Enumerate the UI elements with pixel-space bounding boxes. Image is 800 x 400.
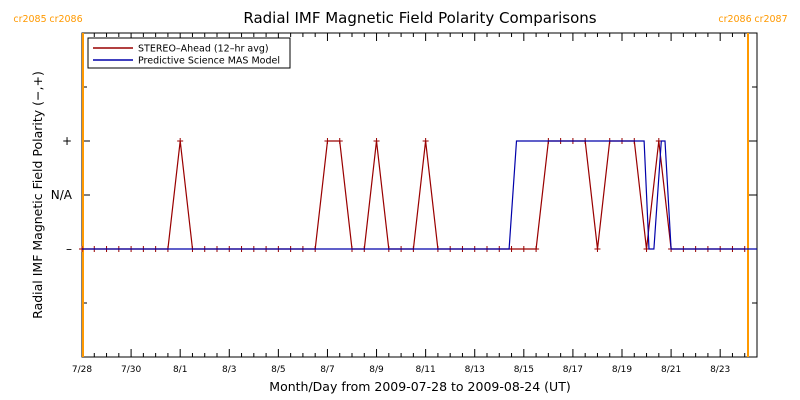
- rotation-label-right: cr2086: [49, 14, 82, 25]
- legend-box: [87, 37, 291, 69]
- series-line-2: [82, 140, 757, 250]
- data-point: [373, 138, 380, 144]
- y-tick-label: –: [66, 242, 72, 256]
- x-tick-label: 8/9: [369, 365, 384, 375]
- legend-entry: Predictive Science MAS Model: [138, 56, 280, 67]
- y-tick-label: +: [62, 134, 72, 148]
- data-point: [594, 246, 601, 252]
- x-tick-label: 8/15: [514, 365, 534, 375]
- x-tick-label: 8/19: [612, 365, 632, 375]
- x-tick-label: 8/5: [271, 365, 285, 375]
- x-axis-label: Month/Day from 2009-07-28 to 2009-08-24 …: [269, 379, 570, 394]
- x-tick-label: 8/3: [222, 365, 236, 375]
- x-tick-label: 8/1: [173, 365, 187, 375]
- x-tick-label: 8/21: [661, 365, 681, 375]
- rotation-label-left: cr2086: [718, 14, 751, 25]
- x-tick-label: 8/11: [416, 365, 436, 375]
- chart-title: Radial IMF Magnetic Field Polarity Compa…: [243, 9, 596, 27]
- data-point: [422, 138, 429, 144]
- data-point: [177, 138, 184, 144]
- data-point: [336, 138, 343, 144]
- y-axis-label: Radial IMF Magnetic Field Polarity (−,+): [30, 71, 45, 319]
- rotation-label-left: cr2085: [13, 14, 46, 25]
- rotation-label-right: cr2087: [754, 14, 787, 25]
- x-tick-label: 8/23: [710, 365, 730, 375]
- data-point: [520, 246, 527, 252]
- legend-entry: STEREO–Ahead (12–hr avg): [138, 44, 269, 55]
- data-point: [533, 246, 540, 252]
- x-tick-label: 8/13: [465, 365, 485, 375]
- x-tick-label: 7/28: [72, 365, 92, 375]
- x-tick-label: 8/7: [320, 365, 334, 375]
- x-tick-label: 8/17: [563, 365, 583, 375]
- data-point: [324, 138, 331, 144]
- x-tick-label: 7/30: [121, 365, 141, 375]
- y-tick-label: N/A: [51, 188, 73, 202]
